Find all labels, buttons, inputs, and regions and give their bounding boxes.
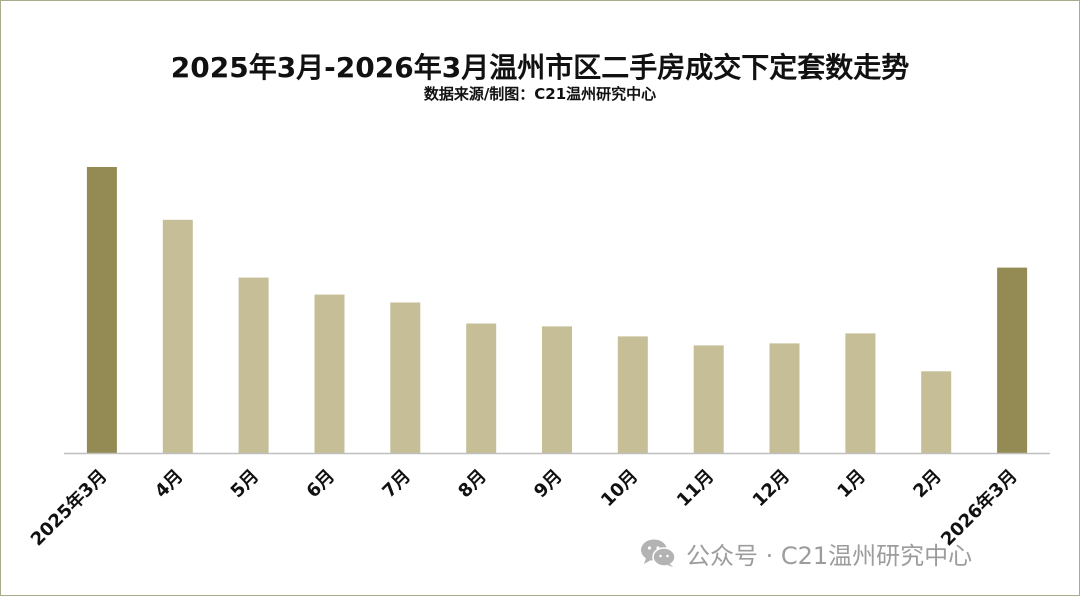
chart-subtitle: 数据来源/制图：C21温州研究中心 <box>423 85 657 103</box>
x-tick-label: 2月 <box>909 466 945 502</box>
x-tick-label: 6月 <box>303 466 339 502</box>
bar-11 <box>845 333 876 453</box>
bar-6 <box>466 323 497 453</box>
x-tick-label: 12月 <box>749 466 794 511</box>
x-tick-label: 9月 <box>530 466 566 502</box>
bar-1 <box>86 167 117 453</box>
watermark: 公众号 · C21温州研究中心 <box>640 535 972 571</box>
x-tick-label: 8月 <box>454 466 490 502</box>
bar-5 <box>390 302 421 453</box>
bar-13 <box>997 267 1028 453</box>
bar-4 <box>314 294 345 453</box>
bar-10 <box>769 343 800 453</box>
x-tick-label: 2025年3月 <box>26 465 111 550</box>
watermark-text: 公众号 · C21温州研究中心 <box>686 541 973 570</box>
bar-7 <box>542 326 572 453</box>
x-tick-label: 10月 <box>597 466 642 511</box>
bar-12 <box>921 371 952 453</box>
bar-9 <box>693 345 724 453</box>
x-tick-label: 5月 <box>227 466 263 502</box>
bar-8 <box>617 336 648 453</box>
x-tick-label: 1月 <box>833 466 869 502</box>
chart-title: 2025年3月-2026年3月温州市区二手房成交下定套数走势 <box>170 51 910 84</box>
bar-3 <box>238 277 269 453</box>
wechat-icon <box>641 539 676 567</box>
x-tick-label: 11月 <box>673 466 718 511</box>
bar-2 <box>162 219 193 453</box>
x-tick-label: 7月 <box>378 466 414 502</box>
x-tick-label: 4月 <box>151 466 187 502</box>
